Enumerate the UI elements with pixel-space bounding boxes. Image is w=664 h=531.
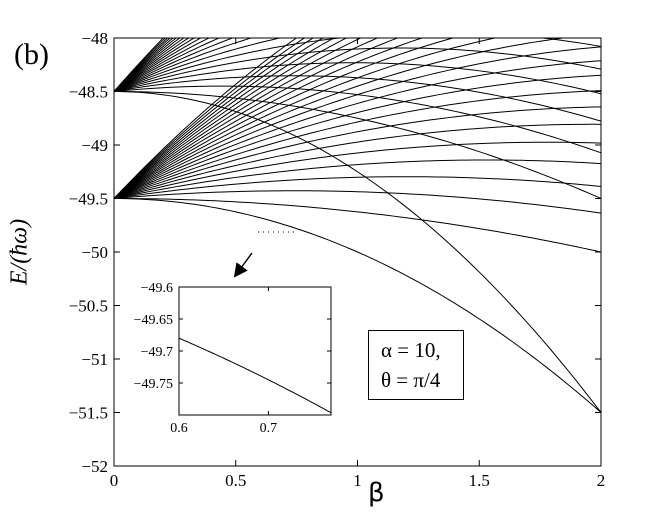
energy-level-curve [114,38,379,199]
x-tick-label: 2 [597,471,606,490]
y-tick-label: −51 [81,350,108,369]
energy-level-curve [114,90,601,199]
energy-level-curve [114,38,253,92]
energy-level-curve [114,38,314,199]
energy-level-curve [114,38,567,199]
energy-level-curve [114,106,601,199]
energy-level-curve [114,176,601,199]
y-tick-label: −49.7 [141,345,173,360]
x-tick-label: 0.7 [260,421,278,436]
panel-label: (b) [14,38,49,71]
y-tick-label: −49.75 [134,377,173,392]
energy-level-curve [114,85,601,154]
energy-level-curve [114,190,601,214]
y-tick-label: −49.5 [69,189,108,208]
energy-level-curve [114,38,335,199]
parameter-legend-box: α = 10, θ = π/4 [368,330,464,400]
y-tick-label: −48.5 [69,82,108,101]
energy-level-curve [114,75,601,122]
x-axis-label: β [368,478,385,508]
inset-background [179,287,331,415]
y-tick-label: −49.65 [134,313,173,328]
y-tick-label: −50 [81,243,108,262]
energy-level-curve [179,252,331,271]
y-tick-label: −50.5 [69,296,108,315]
parameter-theta: θ = π/4 [381,368,441,392]
energy-level-curve [114,60,601,199]
energy-level-curve [114,198,601,253]
energy-level-curve [114,38,234,92]
parameter-alpha: α = 10, [381,338,441,362]
energy-level-curve [179,0,331,34]
energy-level-curve [114,91,601,199]
energy-level-curve [114,38,306,199]
energy-level-curve [114,38,601,92]
energy-level-curve [114,38,202,92]
y-tick-label: −49 [81,136,108,155]
y-tick-label: −51.5 [69,403,108,422]
energy-level-curve [114,198,601,413]
energy-level-curve [114,38,210,92]
energy-level-curve [114,38,455,199]
x-tick-label: 1 [353,471,362,490]
zoom-arrow [233,252,253,278]
x-tick-label: 0.5 [225,471,246,490]
energy-level-curve [114,159,601,199]
y-tick-label: −52 [81,457,108,476]
x-tick-label: 0.6 [170,421,188,436]
y-axis-label: E/(ħω) [6,218,33,286]
energy-level-curve [114,38,348,199]
y-tick-label: −48 [81,29,108,48]
energy-level-curve [114,62,601,95]
x-tick-label: 0 [110,471,119,490]
energy-level-curve [114,38,399,199]
energy-level-curve [114,38,424,199]
energy-level-curve [114,38,298,199]
energy-level-curve [114,74,601,199]
energy-level-curve [114,91,601,413]
energy-level-curve [114,123,601,199]
energy-level-curve [179,337,331,414]
energy-level-curve [114,141,601,199]
x-tick-label: 1.5 [469,471,490,490]
energy-level-curve [114,47,601,92]
energy-level-curve [114,38,324,199]
y-tick-label: −49.6 [141,281,173,296]
energy-level-curve [114,38,282,92]
energy-level-curve [114,38,221,92]
